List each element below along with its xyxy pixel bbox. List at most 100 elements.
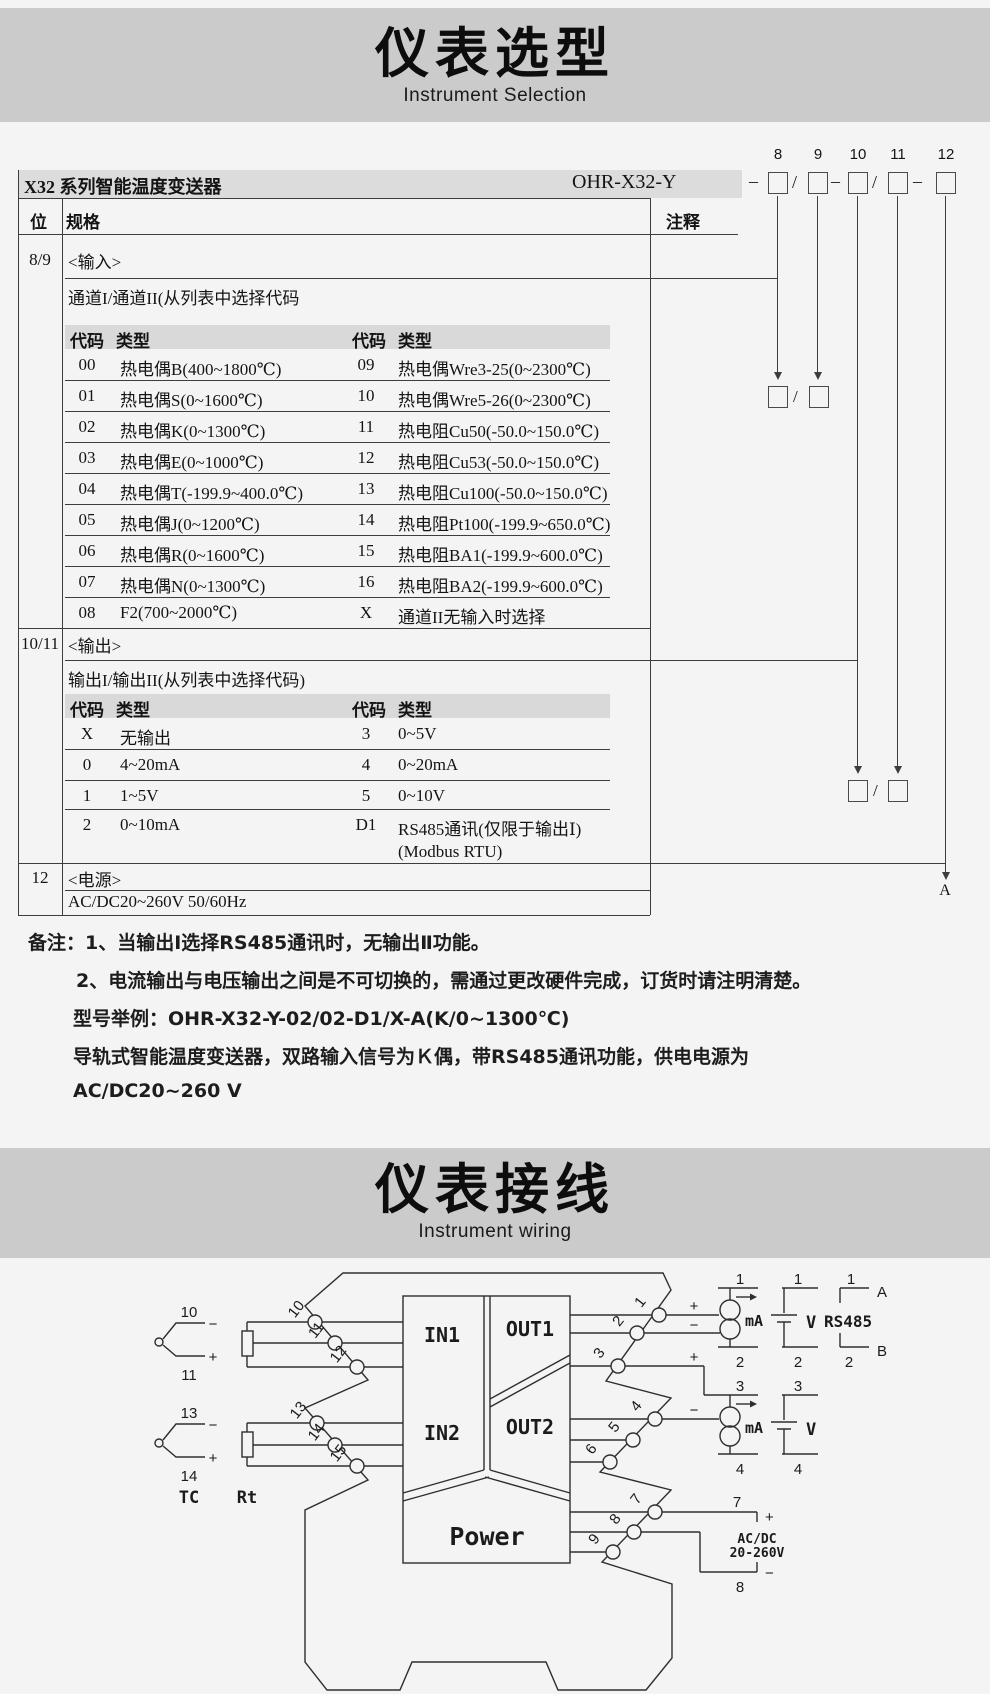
model-box-10 bbox=[848, 172, 868, 194]
digit-9: 9 bbox=[813, 146, 823, 163]
out2-label: OUT2 bbox=[506, 1415, 554, 1439]
cell: 热电阻BA2(-199.9~600.0℃) bbox=[398, 577, 603, 596]
output-extra: (Modbus RTU) bbox=[398, 842, 503, 861]
rtd-resistor-2 bbox=[241, 1431, 254, 1458]
cell: 08 bbox=[78, 603, 96, 622]
power-value: AC/DC20~260V 50/60Hz bbox=[68, 892, 247, 911]
svg-text:1: 1 bbox=[631, 1294, 650, 1311]
pointer-line-12 bbox=[945, 196, 946, 872]
table-left-border bbox=[18, 170, 19, 915]
cell: 0 bbox=[82, 755, 92, 774]
cell: 无输出 bbox=[120, 729, 171, 748]
cell: 5 bbox=[361, 786, 371, 805]
model-row-highlight bbox=[18, 170, 742, 198]
cell: 15 bbox=[357, 541, 375, 560]
output-code-header-1: 代码 bbox=[70, 701, 104, 720]
arrow-down-icon bbox=[774, 372, 782, 380]
cell: 1 bbox=[82, 786, 92, 805]
ma-meter-1-circle bbox=[719, 1318, 741, 1340]
input-code-box-1 bbox=[768, 386, 788, 408]
svg-text:15: 15 bbox=[327, 1441, 351, 1465]
note-line-4: 导轨式智能温度变送器，双路输入信号为Ｋ偶，带RS485通讯功能，供电电源为 bbox=[73, 1046, 749, 1068]
svg-text:4: 4 bbox=[627, 1398, 646, 1415]
table-line bbox=[65, 890, 650, 891]
cell: 热电偶B(400~1800℃) bbox=[120, 360, 282, 379]
thermocouple-2-junction bbox=[154, 1438, 164, 1448]
thermocouple-1 bbox=[162, 1322, 205, 1357]
arrow-down-icon bbox=[854, 766, 862, 774]
ma-meter-2-circle bbox=[719, 1406, 741, 1428]
pointer-line-8 bbox=[777, 196, 778, 372]
in2-label: IN2 bbox=[424, 1421, 460, 1445]
svg-text:12: 12 bbox=[327, 1342, 351, 1366]
psu-labels: 7 + AC/DC 20-260V − 8 bbox=[730, 1494, 785, 1596]
psu-plus: + bbox=[765, 1509, 774, 1526]
tc2-minus: − bbox=[209, 1417, 218, 1434]
volt1-bottom: 2 bbox=[794, 1354, 802, 1371]
tc-label: TC bbox=[179, 1488, 199, 1508]
selection-header-band: 仪表选型 Instrument Selection bbox=[0, 8, 990, 122]
block-out-divider bbox=[489, 1354, 571, 1408]
col-header-pos: 位 bbox=[30, 213, 47, 232]
power-pointer-label: A bbox=[939, 882, 951, 899]
module-block bbox=[402, 1295, 571, 1564]
row-line bbox=[65, 597, 610, 598]
arrow-down-icon bbox=[942, 872, 950, 880]
cell: 3 bbox=[361, 724, 371, 743]
tc1-top-num: 10 bbox=[181, 1304, 198, 1321]
input-table-header-bar bbox=[65, 325, 610, 349]
input-title: <输入> bbox=[68, 253, 122, 272]
tc2-top-num: 13 bbox=[181, 1405, 198, 1422]
cell: 09 bbox=[357, 355, 375, 374]
cell: 热电偶T(-199.9~400.0℃) bbox=[120, 484, 304, 503]
cell: F2(700~2000℃) bbox=[120, 603, 237, 622]
row-line bbox=[65, 809, 610, 810]
out2-wires bbox=[570, 1418, 719, 1463]
volt2-top: 3 bbox=[794, 1378, 802, 1395]
cell: 10 bbox=[357, 386, 375, 405]
rs485-bracket bbox=[839, 1287, 869, 1348]
digit-12: 12 bbox=[937, 146, 955, 163]
cell: 16 bbox=[357, 572, 375, 591]
terminal-circles bbox=[307, 1307, 667, 1560]
tc1-minus: − bbox=[209, 1316, 218, 1333]
terminal-numbers: 10 11 12 13 14 15 1 2 3 4 5 6 7 8 9 bbox=[285, 1294, 650, 1548]
row-line bbox=[65, 749, 610, 750]
block-center-divider bbox=[483, 1296, 491, 1470]
arrow-down-icon bbox=[894, 766, 902, 774]
cell: 0~20mA bbox=[398, 755, 459, 774]
psu-name-1: AC/DC bbox=[737, 1532, 776, 1547]
model-box-9 bbox=[808, 172, 828, 194]
rtd-resistor-1 bbox=[241, 1330, 254, 1357]
col-header-spec: 规格 bbox=[66, 213, 100, 232]
meter1-top: 1 bbox=[736, 1271, 744, 1288]
cell: 热电偶K(0~1300℃) bbox=[120, 422, 266, 441]
cell: 热电阻Cu53(-50.0~150.0℃) bbox=[398, 453, 600, 472]
model-dash-2: – bbox=[831, 171, 840, 191]
row-line bbox=[65, 535, 610, 536]
cell: 热电偶R(0~1600℃) bbox=[120, 546, 265, 565]
input-pair-slash: / bbox=[793, 387, 798, 406]
volt-symbol-1 bbox=[771, 1287, 818, 1348]
cell: 4 bbox=[361, 755, 371, 774]
power-pos: 12 bbox=[31, 868, 49, 887]
ma-meter-1-circle bbox=[719, 1299, 741, 1321]
polarity-signs: + − + − bbox=[690, 1298, 699, 1419]
block-v-divider bbox=[402, 1469, 571, 1502]
tc2-bottom-num: 14 bbox=[181, 1468, 198, 1485]
rs485-bottom: 2 bbox=[845, 1354, 853, 1371]
power-label: Power bbox=[449, 1522, 524, 1551]
cell: 热电偶J(0~1200℃) bbox=[120, 515, 260, 534]
svg-text:10: 10 bbox=[285, 1297, 309, 1321]
current-arrow-head-icon bbox=[750, 1400, 757, 1408]
cell: 04 bbox=[78, 479, 96, 498]
pointer-line-9 bbox=[817, 196, 818, 372]
svg-text:3: 3 bbox=[590, 1345, 609, 1362]
cell: 热电阻Cu100(-50.0~150.0℃) bbox=[398, 484, 608, 503]
thermocouple-2 bbox=[162, 1423, 205, 1458]
cell: 11 bbox=[357, 417, 375, 436]
table-line-output-connector bbox=[65, 660, 857, 661]
cell: X bbox=[80, 724, 94, 743]
svg-text:8: 8 bbox=[606, 1511, 625, 1528]
ma-meter-1 bbox=[718, 1287, 758, 1348]
